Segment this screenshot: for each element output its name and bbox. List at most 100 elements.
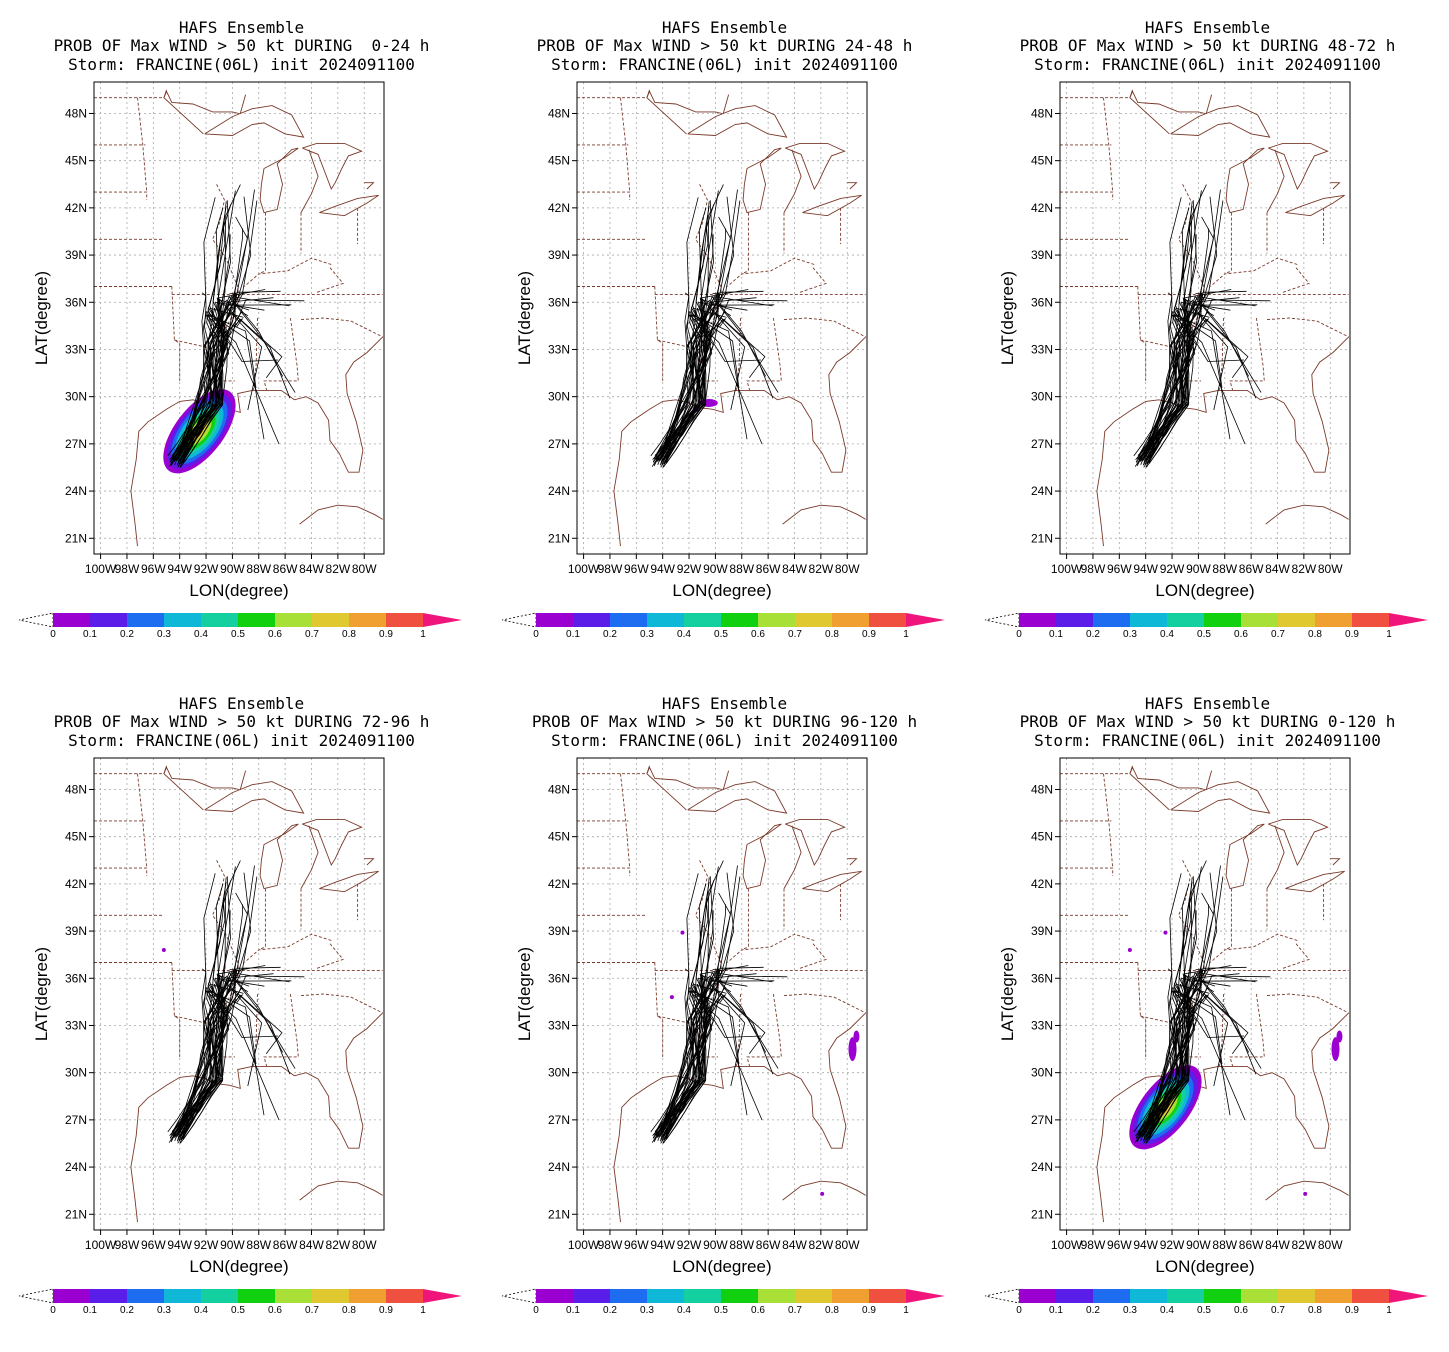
lon-tick-label: 90W [220,562,245,576]
state-boundary [1281,267,1310,294]
colorbar-segment [1352,613,1389,627]
lon-tick-label: 90W [1186,562,1211,576]
ensemble-track [653,892,731,1136]
ensemble-track [659,968,720,1133]
lon-tick-label: 82W [809,562,834,576]
colorbar-segment [1130,1289,1167,1303]
ensemble-track [665,304,775,461]
ensemble-track [1140,987,1223,1137]
colorbar-label: 0.5 [714,629,728,640]
model-title: HAFS Ensemble [178,18,305,37]
grid-lines [94,758,384,1230]
coastline [130,336,384,547]
lon-tick-label: 94W [1133,1238,1158,1252]
chart-panel-1: HAFS Ensemble PROB OF Max WIND > 50 kt DU… [0,0,483,676]
ensemble-track [181,300,236,460]
colorbar-under-triangle [984,1288,1020,1304]
ensemble-track [182,967,245,1141]
colorbar-segment [869,613,906,627]
ensemble-track [174,965,266,1135]
great-lakes-shore [847,858,858,866]
ensemble-track [1137,873,1185,1132]
ensemble-track [651,988,774,1143]
colorbar-label: 0.6 [268,629,282,640]
state-boundary [1266,317,1349,338]
ensemble-track [1134,312,1257,467]
y-axis-label: LAT(degree) [998,271,1017,365]
ensemble-track [1135,196,1218,460]
ensemble-track [664,300,719,460]
ensemble-track [664,976,719,1136]
colorbar-over-triangle [1389,613,1428,627]
lat-tick-label: 42N [65,877,87,891]
model-title: HAFS Ensemble [661,694,788,713]
lat-tick-label: 45N [1031,154,1053,168]
lon-tick-label: 84W [299,562,324,576]
colorbar-label: 0.6 [751,629,765,640]
lat-tick-label: 27N [548,1113,570,1127]
state-boundary [727,257,815,287]
model-title: HAFS Ensemble [1144,18,1271,37]
coastline [1096,336,1350,547]
colorbar-label: 0 [533,629,539,640]
lon-tick-label: 82W [1292,1238,1317,1252]
state-boundary [258,212,266,275]
great-lakes-shore [302,818,363,867]
great-lakes-shore [783,149,802,213]
state-boundary [746,317,782,391]
colorbar-segment [647,1289,684,1303]
ensemble-track [1142,968,1203,1133]
chart-panel-5: HAFS Ensemble PROB OF Max WIND > 50 kt DU… [483,676,966,1352]
ensemble-track [1147,306,1245,456]
probability-speck [853,1030,860,1043]
ensemble-track [1146,314,1246,468]
colorbar-label: 0.5 [231,629,245,640]
ensemble-track [665,980,775,1137]
ensemble-track [657,994,766,1141]
lat-tick-label: 45N [65,830,87,844]
colorbar-label: 0.3 [1123,629,1137,640]
great-lakes-shore [1330,858,1341,866]
probability-title: PROB OF Max WIND > 50 kt DURING 0-24 h [53,36,430,55]
lon-tick-label: 100W [568,562,600,576]
ensemble-tracks [167,860,305,1144]
ensemble-track [168,312,291,467]
colorbar-label: 0.4 [194,629,208,640]
colorbar-segment [721,613,758,627]
great-lakes-shore [687,105,788,138]
lon-tick-label: 98W [115,562,140,576]
colorbar-segment [1241,613,1278,627]
lat-tick-label: 42N [548,877,570,891]
ensemble-track [171,873,219,1132]
colorbar-segment [53,613,90,627]
colorbar-label: 0.2 [120,1305,134,1316]
colorbar-segment [1019,1289,1056,1303]
lon-tick-label: 96W [141,1238,166,1252]
lon-tick-label: 88W [246,1238,271,1252]
great-lakes-shore [1266,149,1285,213]
state-boundary [736,993,741,1067]
ensemble-tracks [1133,184,1271,468]
great-lakes-shore [646,765,687,811]
grid-lines [1060,82,1350,554]
state-boundary [94,867,148,876]
ensemble-track [1136,189,1221,466]
lon-tick-label: 88W [1212,562,1237,576]
great-lakes-shore [239,94,247,114]
state-boundary [1210,933,1298,963]
colorbar-label: 0.3 [157,1305,171,1316]
lat-tick-label: 39N [548,924,570,938]
ensemble-track [180,990,280,1144]
state-boundary [1219,317,1224,391]
lat-tick-label: 45N [548,830,570,844]
ensemble-track [179,314,225,468]
ensemble-track [174,994,283,1141]
ensemble-track [1147,982,1245,1132]
state-boundary [1281,943,1310,970]
colorbar-label: 0.8 [825,629,839,640]
storm-title: Storm: FRANCINE(06L) init 2024091100 [68,55,415,74]
colorbar-segment [1352,1289,1389,1303]
y-axis-label: LAT(degree) [515,271,534,365]
state-boundary [746,993,782,1067]
great-lakes-shore [1330,182,1341,190]
